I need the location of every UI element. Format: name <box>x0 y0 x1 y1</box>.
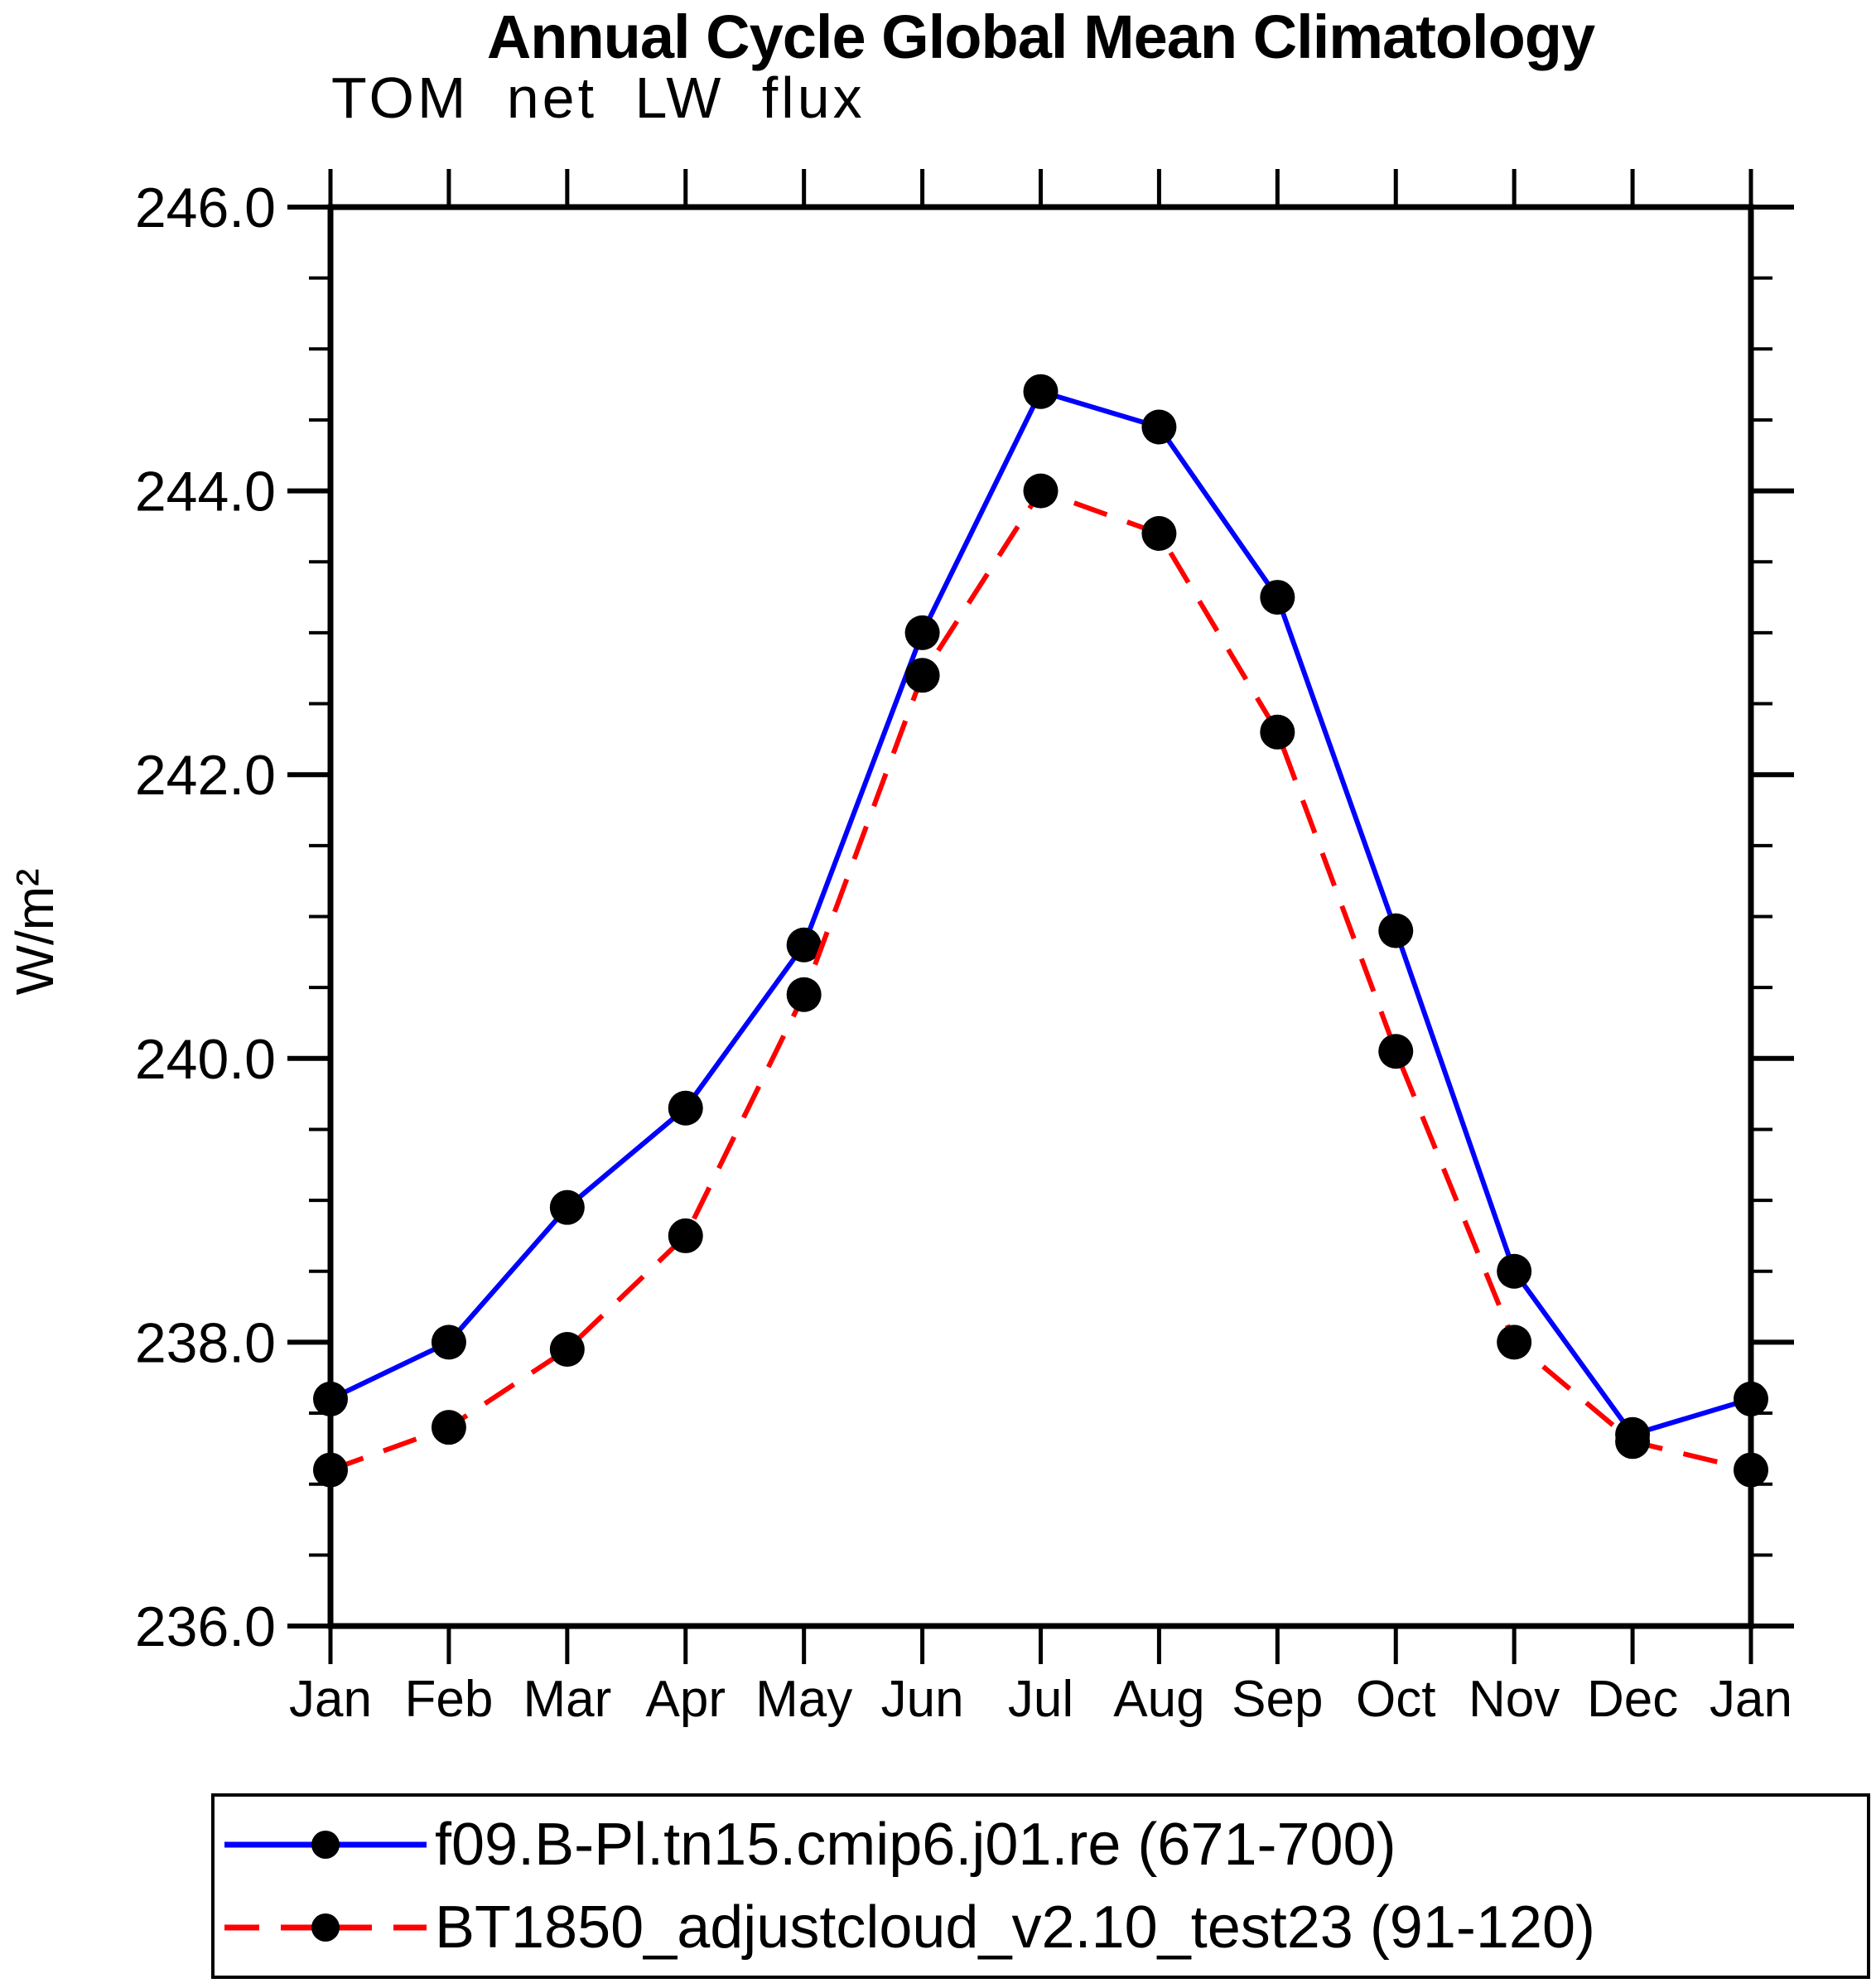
x-tick-label: Mar <box>523 1671 611 1728</box>
legend-label-1: BT1850_adjustcloud_v2.10_test23 (91-120) <box>435 1894 1595 1961</box>
data-point-marker <box>904 615 940 650</box>
x-tick-label: Dec <box>1587 1671 1678 1728</box>
y-tick-label: 238.0 <box>135 1311 276 1374</box>
legend-line-sample-0 <box>224 1831 427 1860</box>
legend-label-0: f09.B-Pl.tn15.cmip6.j01.re (671-700) <box>435 1812 1396 1879</box>
chart-title: Annual Cycle Global Mean Climatology <box>486 2 1595 71</box>
data-point-marker <box>786 977 822 1012</box>
y-tick-label: 244.0 <box>135 461 276 524</box>
data-point-marker <box>1378 913 1414 948</box>
data-point-marker <box>431 1410 466 1445</box>
data-point-marker <box>1141 409 1177 445</box>
series-markers-0 <box>313 374 1768 1452</box>
legend: f09.B-Pl.tn15.cmip6.j01.re (671-700) BT1… <box>211 1793 1870 1979</box>
data-point-marker <box>1141 515 1177 551</box>
legend-item-0: f09.B-Pl.tn15.cmip6.j01.re (671-700) <box>221 1811 1867 1879</box>
y-tick-labels: 236.0 238.0 240.0 242.0 244.0 246.0 <box>135 176 276 1658</box>
x-tick-label: Apr <box>646 1671 726 1728</box>
legend-item-1: BT1850_adjustcloud_v2.10_test23 (91-120) <box>221 1894 1867 1961</box>
x-tick-label: Sep <box>1232 1671 1323 1728</box>
data-point-marker <box>1260 714 1295 750</box>
legend-marker-0 <box>311 1831 340 1860</box>
legend-line-sample-1 <box>224 1913 427 1942</box>
x-tick-label: May <box>755 1671 852 1728</box>
x-ticks <box>328 169 1753 1664</box>
data-point-marker <box>1497 1253 1532 1289</box>
plot-frame <box>327 204 1754 1629</box>
data-point-marker <box>1023 473 1059 509</box>
data-point-marker <box>431 1325 466 1360</box>
x-tick-label: Aug <box>1113 1671 1204 1728</box>
x-tick-label: Jan <box>1710 1671 1792 1728</box>
data-point-marker <box>549 1331 585 1367</box>
y-tick-label: 246.0 <box>135 176 276 239</box>
data-point-marker <box>1734 1381 1768 1416</box>
y-tick-label: 242.0 <box>135 744 276 807</box>
x-tick-label: Jul <box>1008 1671 1073 1728</box>
y-tick-label: 240.0 <box>135 1028 276 1091</box>
data-point-marker <box>1378 1034 1414 1069</box>
legend-marker-1 <box>311 1913 340 1942</box>
x-tick-labels: Jan Feb Mar Apr May Jun Jul Aug Sep Oct Nov Dec Jan <box>289 1671 1792 1728</box>
y-tick-label: 236.0 <box>135 1595 276 1658</box>
data-point-marker <box>549 1189 585 1225</box>
y-ticks <box>287 205 1794 1629</box>
data-point-marker <box>1734 1452 1768 1488</box>
x-tick-label: Oct <box>1356 1671 1435 1728</box>
data-point-marker <box>904 658 940 693</box>
x-tick-label: Jan <box>289 1671 372 1728</box>
series-line-1 <box>329 487 1752 1473</box>
x-tick-label: Nov <box>1468 1671 1560 1728</box>
data-point-marker <box>313 1452 348 1488</box>
data-point-marker <box>668 1218 703 1253</box>
x-tick-label: Jun <box>881 1671 964 1728</box>
data-point-marker <box>1497 1325 1532 1360</box>
series-line-0 <box>329 388 1752 1438</box>
data-point-marker <box>1615 1424 1651 1460</box>
data-point-marker <box>668 1090 703 1126</box>
data-point-marker <box>786 927 822 963</box>
series-markers-1 <box>313 473 1768 1488</box>
data-point-marker <box>1260 580 1295 615</box>
data-point-marker <box>313 1381 348 1416</box>
data-point-marker <box>1023 374 1059 409</box>
chart-subtitle: TOM net LW flux <box>331 65 866 130</box>
x-tick-label: Feb <box>404 1671 493 1728</box>
